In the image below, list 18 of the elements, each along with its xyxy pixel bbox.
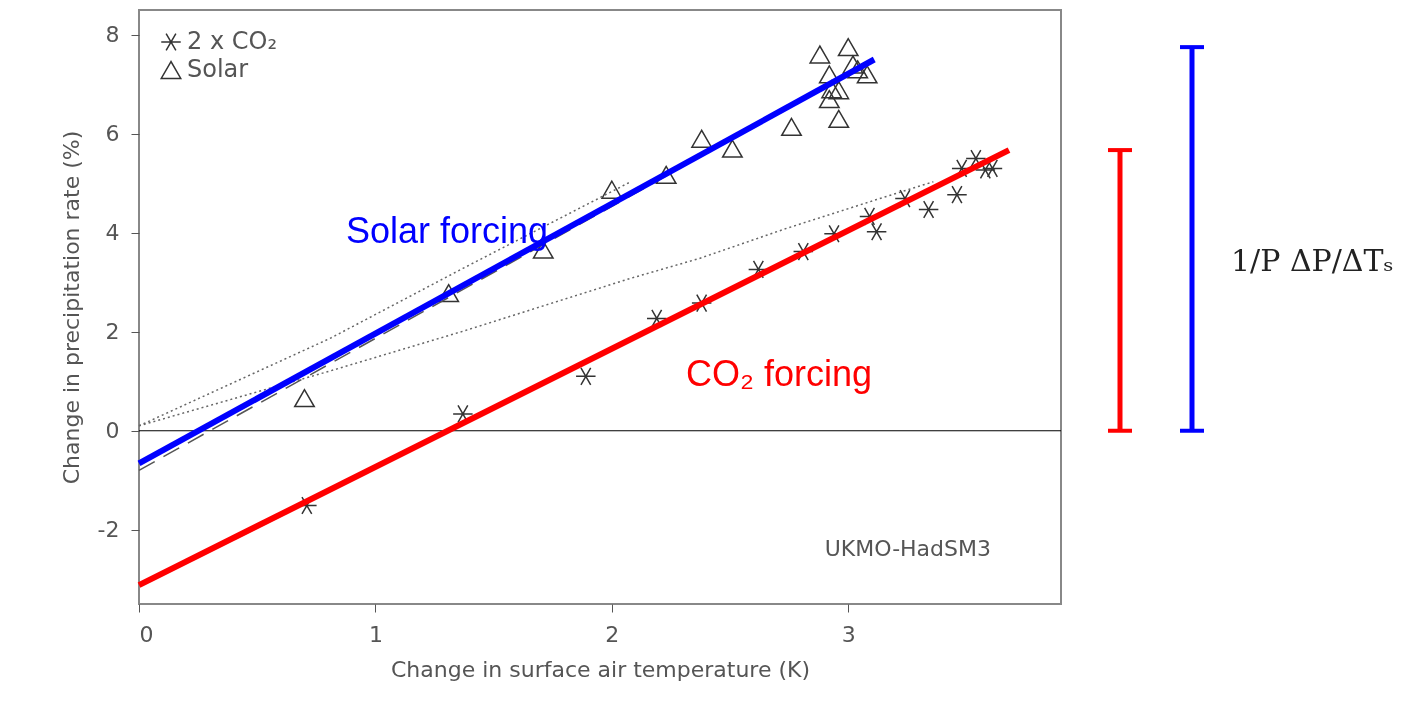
annotation: UKMO-HadSM3 [824,536,991,561]
y-tick-label: 4 [105,220,120,246]
x-tick-label: 2 [605,621,620,647]
legend-label: 2 x CO₂ [187,27,277,55]
y-tick-label: 8 [105,22,120,48]
y-tick-label: -2 [97,517,120,543]
y-tick-label: 2 [105,319,120,345]
x-tick-label: 1 [368,621,383,647]
y-tick-label: 0 [105,418,120,444]
x-tick-label: 3 [841,621,856,647]
series-label: Solar forcing [346,209,549,251]
y-tick-label: 6 [105,121,120,147]
y-axis-title: Change in precipitation rate (%) [58,130,84,485]
x-tick-label: 0 [139,621,154,647]
text: 1/P ΔP/ΔTₛ [1231,243,1394,278]
series-label: CO₂ forcing [685,352,873,394]
x-axis-title: Change in surface air temperature (K) [390,656,811,682]
legend-label: Solar [187,55,249,83]
